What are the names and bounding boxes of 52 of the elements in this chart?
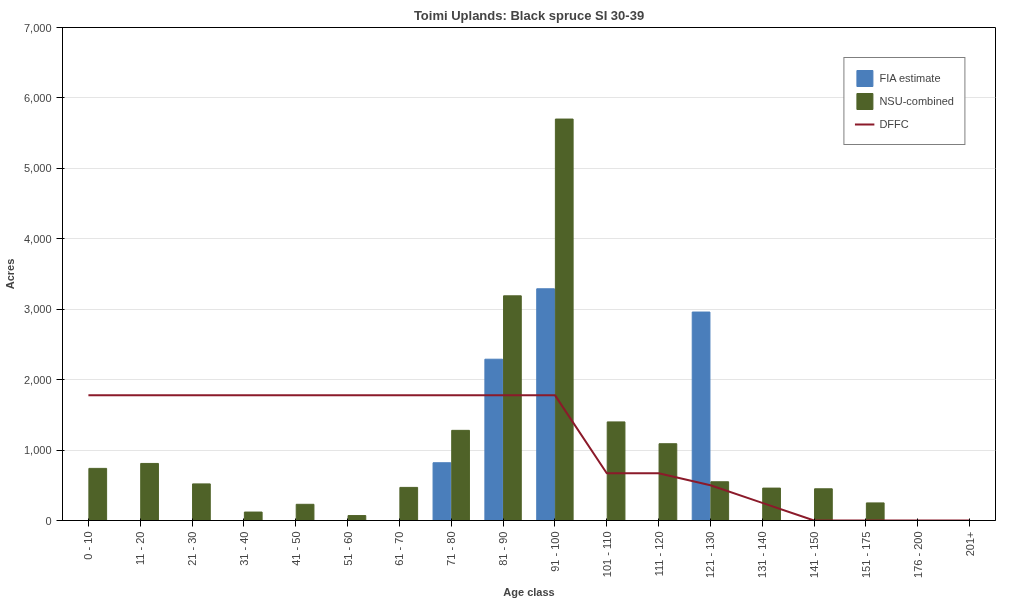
- x-tick-label: 121 - 130: [704, 531, 717, 578]
- y-tick-label: 3,000: [23, 303, 52, 316]
- y-tick-label: 6,000: [23, 91, 52, 104]
- bar: [399, 486, 419, 521]
- x-tick-label: 111 - 120: [652, 531, 665, 577]
- y-axis-title: Acres: [3, 258, 16, 290]
- x-tick-label: 41 - 50: [289, 531, 302, 566]
- x-tick-label: 176 - 200: [911, 531, 924, 578]
- x-tick-label: 61 - 70: [393, 531, 406, 566]
- y-tick-label: 1,000: [23, 444, 52, 457]
- chart-title: Toimi Uplands: Black spruce SI 30-39: [413, 7, 645, 23]
- legend-label: DFFC: [879, 118, 909, 130]
- bar: [295, 503, 315, 521]
- bar: [554, 118, 574, 521]
- x-axis-title: Age class: [503, 585, 555, 598]
- x-tick-label: 151 - 175: [859, 531, 872, 578]
- legend-label: FIA estimate: [879, 72, 941, 84]
- bar: [347, 515, 367, 521]
- legend-label: NSU-combined: [879, 95, 954, 107]
- bar: [451, 429, 470, 521]
- x-tick-label: 91 - 100: [548, 531, 561, 572]
- bar: [140, 462, 159, 521]
- x-tick-label: 11 - 20: [134, 531, 147, 565]
- bar: [88, 467, 108, 521]
- bar: [762, 487, 781, 521]
- bar: [192, 483, 211, 521]
- bar: [432, 462, 452, 521]
- bar: [536, 288, 555, 521]
- bar: [484, 358, 504, 521]
- x-tick-label: 141 - 150: [808, 531, 821, 578]
- bar: [658, 443, 678, 521]
- x-tick-label: 51 - 60: [341, 531, 354, 566]
- x-tick-label: 31 - 40: [237, 531, 250, 566]
- bar: [691, 311, 711, 521]
- bar: [814, 488, 833, 521]
- bar: [503, 295, 522, 521]
- x-tick-label: 201+: [963, 531, 976, 557]
- x-tick-label: 71 - 80: [445, 531, 458, 566]
- bar: [606, 421, 626, 521]
- x-tick-label: 101 - 110: [600, 531, 613, 578]
- y-tick-label: 4,000: [23, 232, 52, 245]
- bar: [710, 481, 730, 521]
- y-tick-label: 2,000: [23, 373, 52, 386]
- y-tick-label: 0: [45, 514, 52, 527]
- x-tick-label: 0 - 10: [82, 531, 95, 560]
- x-tick-label: 81 - 90: [497, 531, 510, 566]
- y-tick-label: 7,000: [23, 21, 52, 34]
- x-tick-label: 131 - 140: [756, 531, 769, 578]
- y-tick-label: 5,000: [23, 162, 52, 175]
- bar: [865, 502, 885, 521]
- x-tick-label: 21 - 30: [186, 531, 199, 566]
- bar: [243, 511, 263, 521]
